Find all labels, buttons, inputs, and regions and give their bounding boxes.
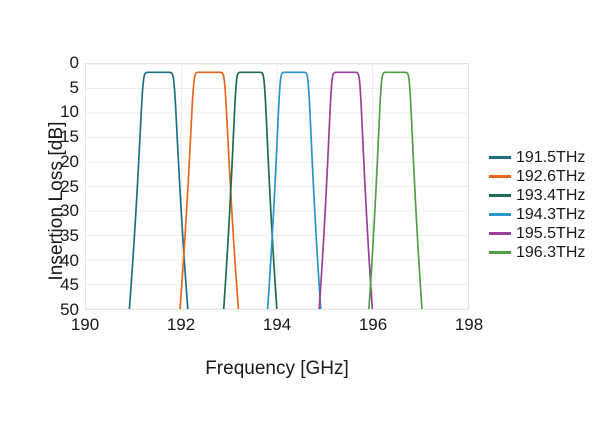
y-tick-label: 10 — [60, 102, 79, 122]
x-axis-title: Frequency [GHz] — [205, 358, 349, 379]
legend-item[interactable]: 196.3THz — [489, 243, 585, 262]
series-line — [368, 71, 423, 309]
legend-color-swatch — [489, 175, 511, 178]
x-tick-label: 192 — [166, 315, 196, 334]
legend-color-swatch — [489, 251, 511, 254]
series-line — [318, 71, 374, 309]
plot-svg — [86, 64, 468, 309]
x-tick-label: 196 — [358, 315, 388, 334]
y-tick-label: 40 — [60, 250, 79, 270]
legend-item-label: 191.5THz — [516, 149, 586, 166]
y-tick-label: 5 — [69, 77, 79, 97]
y-tick-label: 35 — [60, 225, 79, 245]
legend-item[interactable]: 193.4THz — [489, 186, 585, 205]
legend-item-label: 195.5THz — [516, 225, 586, 242]
plot-area — [85, 63, 469, 310]
legend-item[interactable]: 192.6THz — [489, 167, 585, 186]
series-line — [179, 71, 240, 309]
series-line — [128, 71, 189, 309]
legend-color-swatch — [489, 156, 511, 159]
legend-item-label: 194.3THz — [516, 206, 586, 223]
x-tick-label: 198 — [454, 315, 484, 334]
y-tick-label: 50 — [60, 300, 79, 319]
series-line — [222, 71, 278, 309]
legend-item[interactable]: 195.5THz — [489, 224, 585, 243]
y-tick-label: 0 — [69, 53, 79, 72]
y-tick-label: 25 — [60, 176, 79, 196]
legend-item[interactable]: 191.5THz — [489, 148, 585, 167]
y-tick-label: 20 — [60, 151, 79, 171]
legend-color-swatch — [489, 194, 511, 197]
y-tick-label: 15 — [60, 127, 79, 147]
legend-item-label: 193.4THz — [516, 187, 586, 204]
series-group — [128, 71, 423, 309]
chart-legend: 191.5THz 192.6THz 193.4THz 194.3THz 195.5THz… — [489, 148, 585, 262]
legend-item-label: 192.6THz — [516, 168, 586, 185]
legend-item-label: 196.3THz — [516, 244, 586, 261]
y-tick-label: 30 — [60, 201, 79, 221]
legend-color-swatch — [489, 213, 511, 216]
y-tick-label: 45 — [60, 275, 79, 295]
x-tick-label: 194 — [262, 315, 292, 334]
x-tick-label: 190 — [70, 315, 100, 334]
legend-color-swatch — [489, 232, 511, 235]
legend-item[interactable]: 194.3THz — [489, 205, 585, 224]
series-line — [266, 71, 322, 309]
